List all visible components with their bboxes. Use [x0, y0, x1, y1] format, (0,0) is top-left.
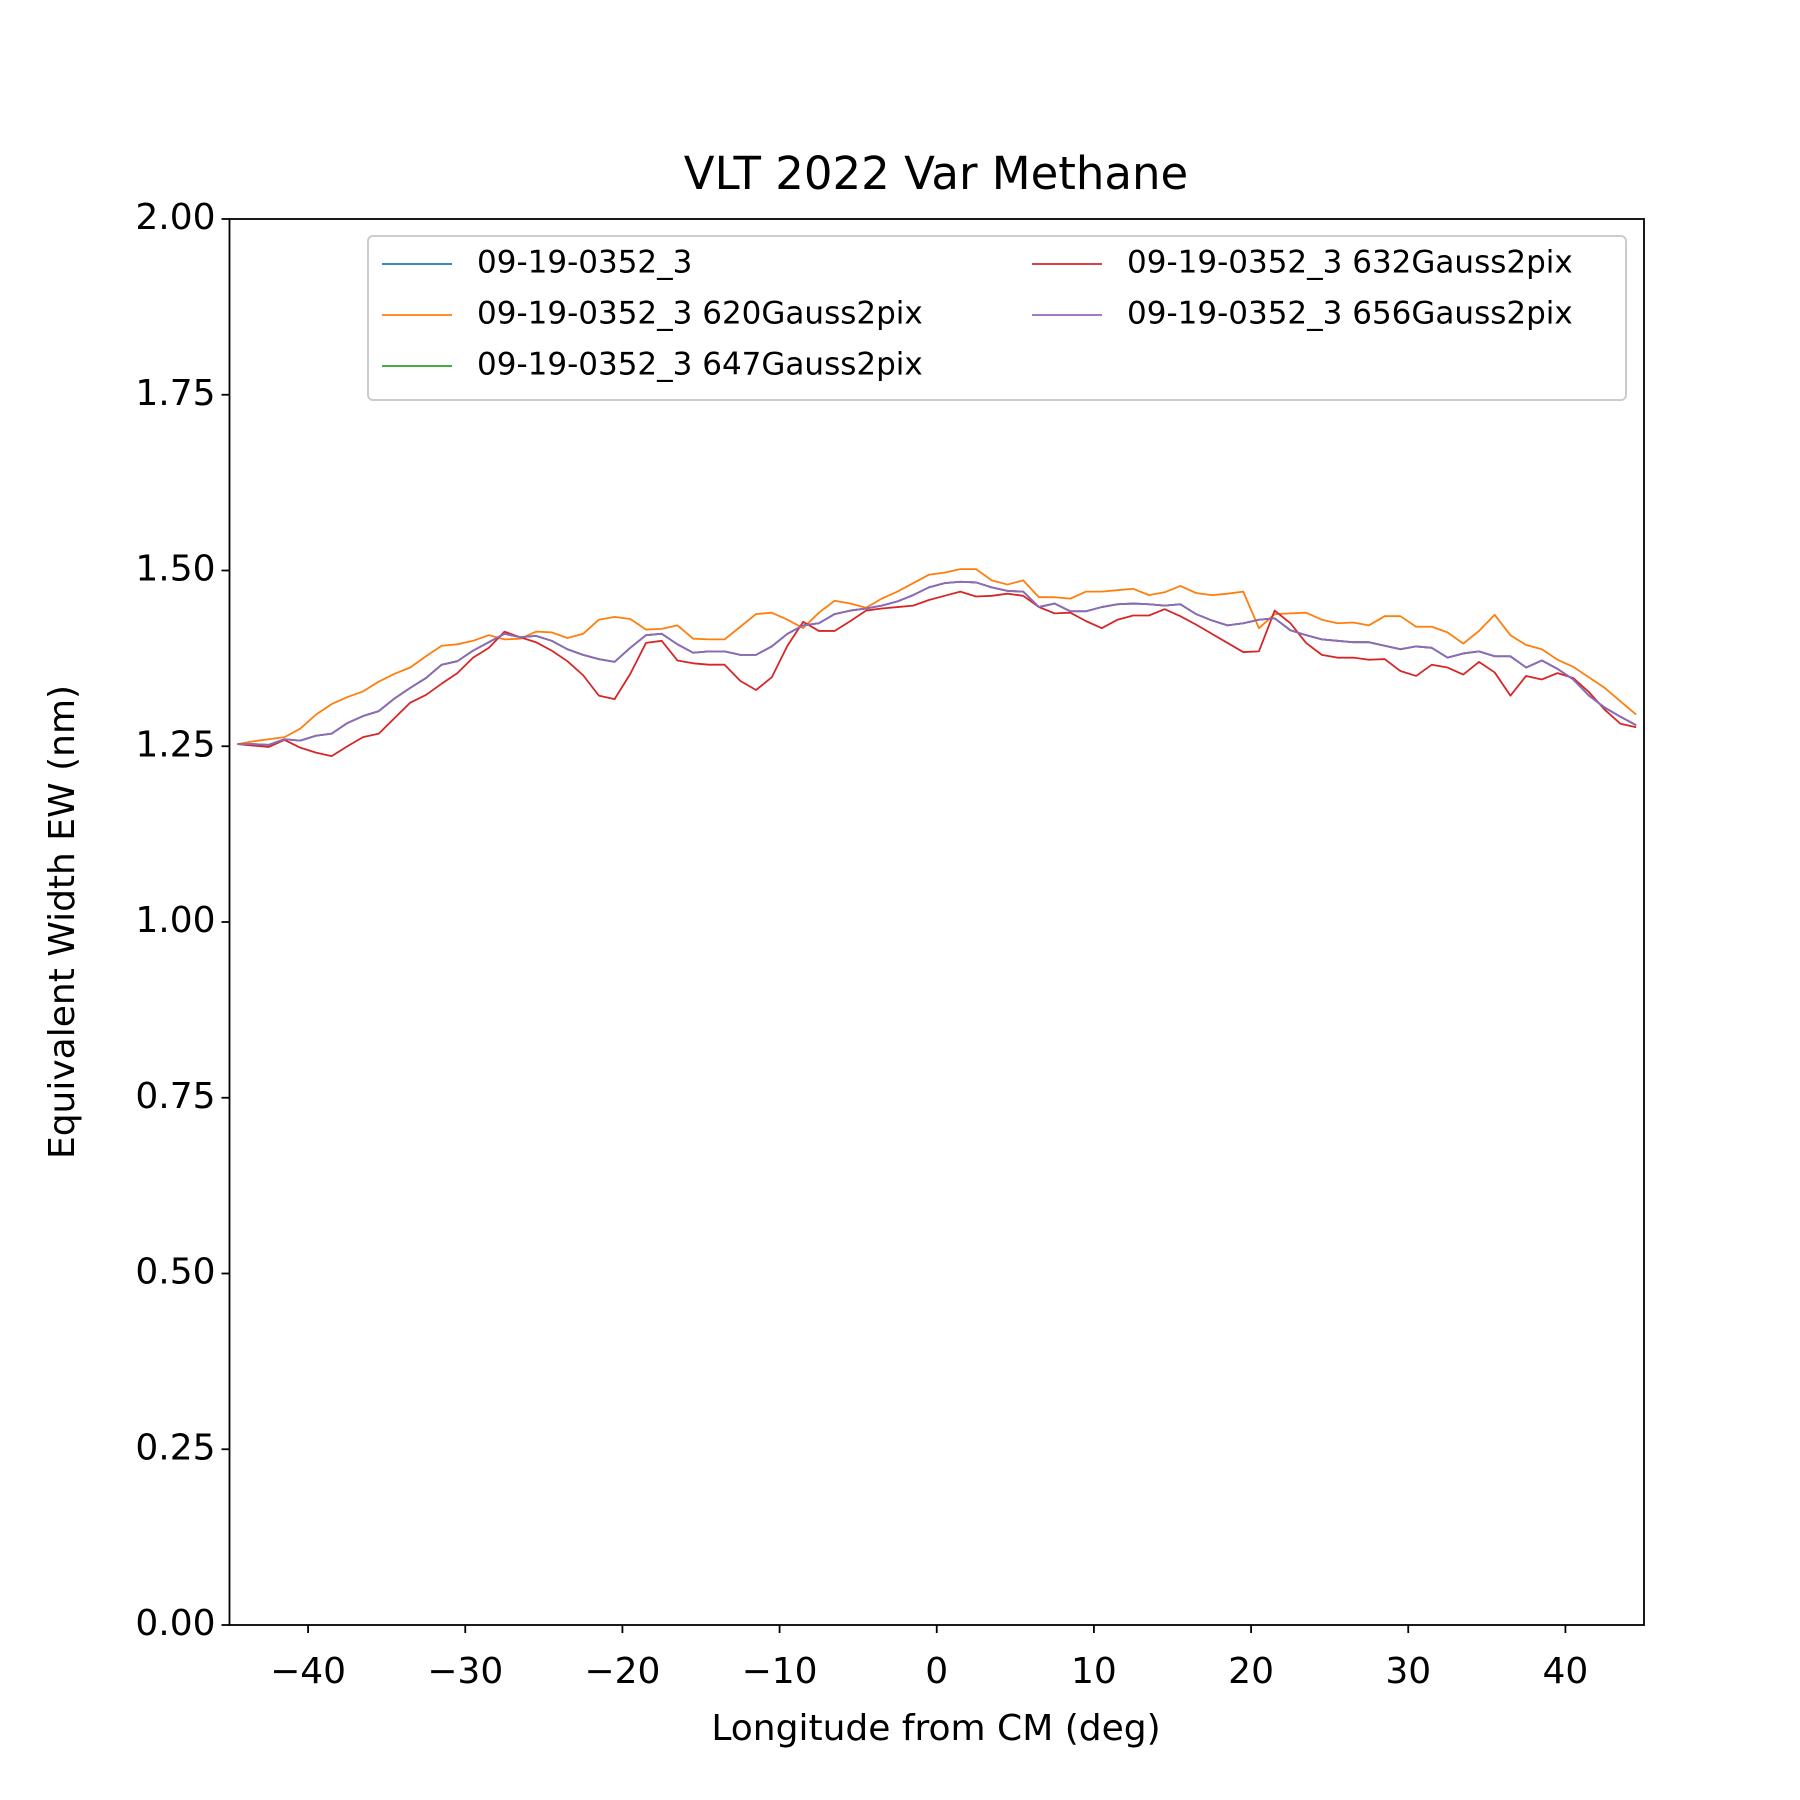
y-tick-label: 2.00: [135, 197, 215, 238]
x-tick-label: 0: [925, 1651, 948, 1692]
y-axis-label: Equivalent Width EW (nm): [42, 685, 83, 1159]
legend-label: 09-19-0352_3 656Gauss2pix: [1127, 296, 1573, 332]
x-tick-label: −40: [270, 1651, 346, 1692]
x-tick-label: 10: [1071, 1651, 1117, 1692]
legend-label: 09-19-0352_3 647Gauss2pix: [477, 347, 923, 383]
x-tick-label: 30: [1385, 1651, 1431, 1692]
x-tick-label: −30: [427, 1651, 503, 1692]
legend-label: 09-19-0352_3: [477, 245, 692, 281]
y-tick-label: 0.00: [135, 1603, 215, 1644]
legend-label: 09-19-0352_3 632Gauss2pix: [1127, 245, 1573, 281]
x-tick-label: −10: [742, 1651, 818, 1692]
chart-title: VLT 2022 Var Methane: [684, 147, 1188, 200]
data-line: [237, 568, 1637, 746]
data-line: [237, 580, 1637, 746]
y-tick-label: 1.50: [135, 549, 215, 590]
legend-label: 09-19-0352_3 620Gauss2pix: [477, 296, 923, 332]
x-tick-label: 20: [1228, 1651, 1274, 1692]
legend: 09-19-0352_3 09-19-0352_3 620Gauss2pix 09-…: [367, 235, 1627, 401]
legend-box: [367, 235, 1627, 401]
x-tick-label: 40: [1543, 1651, 1589, 1692]
y-tick-label: 1.00: [135, 900, 215, 941]
y-tick-label: 1.25: [135, 724, 215, 765]
y-tick-label: 0.25: [135, 1427, 215, 1468]
data-line: [237, 590, 1637, 757]
y-tick-label: 0.75: [135, 1076, 215, 1117]
x-tick-label: −20: [584, 1651, 660, 1692]
y-tick-label: 0.50: [135, 1252, 215, 1293]
x-axis-label: Longitude from CM (deg): [711, 1708, 1160, 1749]
axes-frame: [228, 218, 1645, 1626]
y-tick-label: 1.75: [135, 373, 215, 414]
